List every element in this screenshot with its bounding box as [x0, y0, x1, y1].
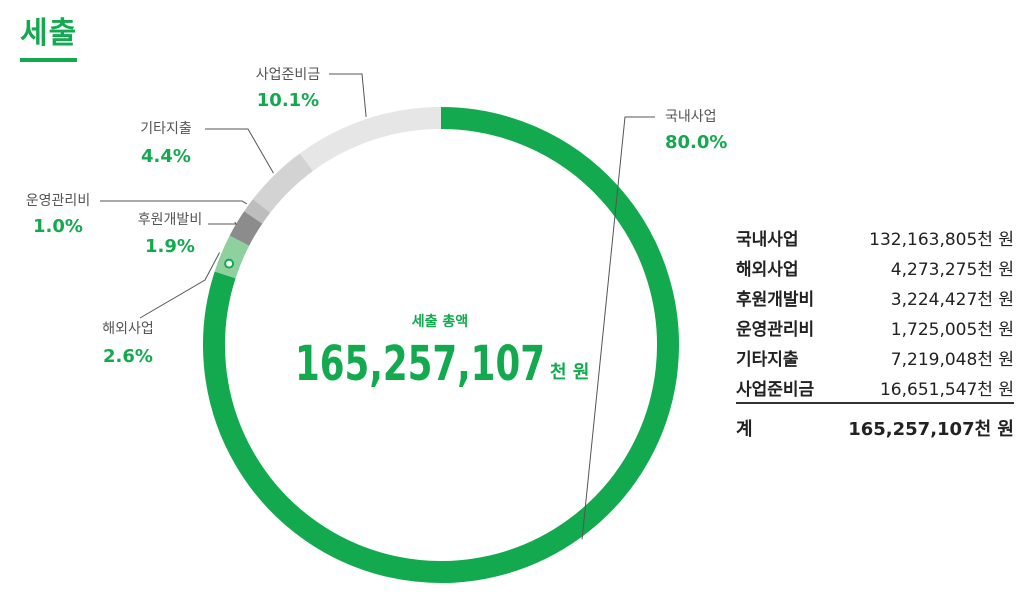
table-row: 운영관리비 1,725,005천 원	[736, 312, 1014, 342]
label-percent-reserve: 10.1%	[257, 90, 319, 111]
label-percent-operations: 1.0%	[33, 216, 83, 237]
table-row: 국내사업 132,163,805천 원	[736, 222, 1014, 252]
label-percent-overseas: 2.6%	[103, 346, 153, 367]
leader-line-overseas	[139, 252, 221, 319]
slice-other	[252, 153, 314, 213]
slice-overseas	[214, 235, 250, 279]
row-amount: 4,273,275천 원	[890, 259, 1014, 280]
row-amount: 1,725,005천 원	[890, 319, 1014, 340]
slice-sponsorship	[229, 211, 263, 246]
total-row: 계 165,257,107천 원	[736, 402, 1014, 452]
total-amount: 165,257,107천 원	[825, 402, 1014, 452]
leader-line-operations	[100, 200, 248, 205]
row-category: 기타지출	[736, 349, 799, 370]
row-category: 해외사업	[736, 259, 799, 280]
leader-line-other	[205, 128, 274, 174]
page-title: 세출	[20, 8, 78, 62]
donut-slices	[203, 107, 679, 583]
label-percent-sponsorship: 1.9%	[145, 236, 195, 257]
table-row: 후원개발비 3,224,427천 원	[736, 282, 1014, 312]
label-name-overseas: 해외사업	[102, 321, 154, 337]
slice-operations	[244, 199, 271, 224]
label-name-domestic: 국내사업	[665, 109, 717, 125]
row-amount: 7,219,048천 원	[890, 349, 1014, 370]
table-row: 기타지출 7,219,048천 원	[736, 342, 1014, 372]
row-category: 후원개발비	[736, 289, 815, 310]
row-category: 국내사업	[736, 229, 799, 250]
table-row: 사업준비금 16,651,547천 원	[736, 372, 1014, 403]
label-name-other: 기타지출	[140, 121, 192, 137]
center-unit: 천 원	[550, 362, 589, 383]
slice-reserve	[299, 107, 442, 172]
slice-domestic	[203, 107, 679, 583]
donut-chart: 국내사업 80.0% 해외사업 2.6% 후원개발비 1.9% 운영관리비 1.…	[26, 67, 727, 583]
row-category: 운영관리비	[736, 319, 815, 340]
series-start-marker	[224, 258, 235, 269]
row-category: 사업준비금	[736, 379, 815, 400]
label-percent-domestic: 80.0%	[665, 132, 727, 153]
row-amount: 132,163,805천 원	[869, 229, 1014, 250]
center-caption: 세출 총액	[412, 313, 468, 330]
label-name-operations: 운영관리비	[26, 193, 90, 209]
label-name-reserve: 사업준비금	[256, 67, 321, 83]
label-percent-other: 4.4%	[141, 146, 191, 167]
leader-line-sponsorship	[208, 221, 237, 225]
row-amount: 3,224,427천 원	[890, 289, 1014, 310]
center-total: 165,257,107	[295, 336, 545, 392]
label-name-sponsorship: 후원개발비	[138, 212, 202, 228]
leader-line-reserve	[329, 73, 367, 118]
leader-line-domestic	[581, 116, 655, 540]
leader-lines	[100, 73, 655, 540]
table-row: 해외사업 4,273,275천 원	[736, 252, 1014, 282]
total-label: 계	[736, 402, 826, 452]
row-amount: 16,651,547천 원	[879, 379, 1014, 400]
